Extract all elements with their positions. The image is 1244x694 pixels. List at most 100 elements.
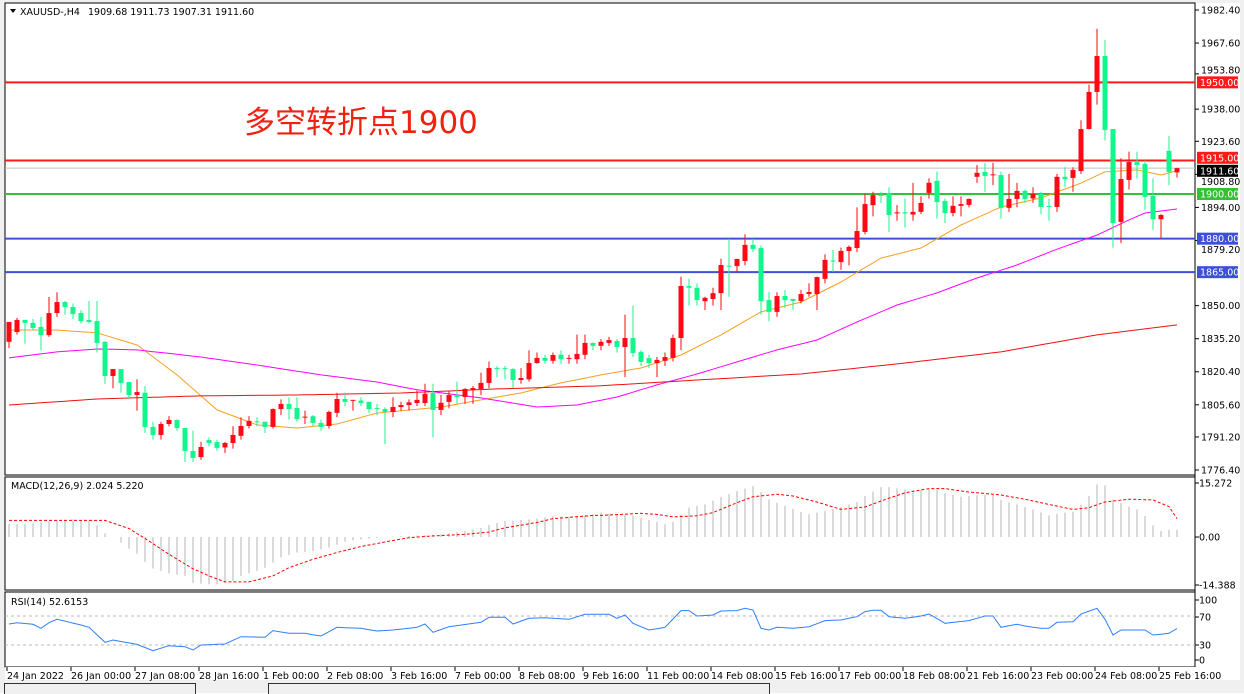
candle-body (102, 341, 108, 376)
rsi-panel[interactable] (4, 591, 1196, 668)
candle (598, 339, 604, 351)
candle-body (1118, 179, 1124, 222)
time-tick-label: 25 Feb 16:00 (1159, 671, 1221, 682)
candle-body (606, 340, 612, 343)
candle (438, 394, 444, 416)
price-tag (1197, 188, 1238, 200)
candle (590, 342, 596, 351)
time-tick-label: 1 Feb 00:00 (263, 671, 319, 682)
candle (822, 254, 828, 284)
collapse-triangle-icon[interactable] (10, 9, 16, 13)
candle (1054, 173, 1060, 212)
time-tick-label: 8 Feb 08:00 (519, 671, 575, 682)
candle (94, 301, 100, 353)
time-tick-label: 15 Feb 16:00 (775, 671, 837, 682)
candle-body (142, 392, 148, 427)
candle (574, 334, 580, 364)
candle-body (470, 388, 476, 391)
time-tick-label: 26 Jan 00:00 (71, 671, 131, 682)
price-tick-label: 1938.00 (1201, 105, 1240, 116)
candle (894, 205, 900, 221)
candle (966, 198, 972, 208)
candle (886, 187, 892, 232)
candle-body (254, 421, 260, 423)
candle (6, 321, 12, 349)
candle (78, 310, 84, 324)
candle-body (630, 338, 636, 353)
candle-body (718, 265, 724, 294)
candle (1078, 120, 1084, 174)
candle (518, 368, 524, 384)
candle-body (670, 338, 676, 358)
candle (950, 196, 956, 217)
candle-body (1062, 176, 1068, 180)
candle (702, 296, 708, 311)
candle (302, 410, 308, 424)
time-tick-label: 7 Feb 00:00 (455, 671, 511, 682)
chart-tab[interactable] (268, 683, 770, 694)
moving-average-fast (9, 169, 1178, 429)
candle-body (950, 205, 956, 213)
candle (710, 287, 716, 306)
candle (174, 419, 180, 431)
rsi-tick-label: 30 (1199, 641, 1211, 652)
candle (14, 317, 20, 335)
candle (878, 191, 884, 203)
candle (790, 298, 796, 311)
candle-body (942, 200, 948, 213)
price-tick-label: 1908.80 (1201, 177, 1240, 188)
candle-body (702, 297, 708, 302)
candle-body (22, 319, 28, 323)
time-tick-label: 17 Feb 00:00 (839, 671, 901, 682)
chart-tab[interactable] (4, 683, 196, 694)
candle-body (486, 367, 492, 383)
candle-body (958, 204, 964, 206)
rsi-tick-label: 0 (1199, 656, 1205, 667)
candle-body (166, 419, 172, 424)
candle-body (438, 402, 444, 410)
candle-body (6, 321, 12, 342)
candle-body (278, 403, 284, 410)
candle (958, 196, 964, 217)
candle (262, 421, 268, 433)
candle-body (358, 400, 364, 404)
candle-body (638, 351, 644, 362)
candle (134, 379, 140, 411)
candle-body (758, 248, 764, 302)
candle-body (398, 405, 404, 408)
candle (526, 350, 532, 382)
candle (1150, 178, 1156, 230)
candle (726, 238, 732, 297)
candle-body (310, 416, 316, 423)
price-axis (1195, 3, 1240, 680)
candle-body (414, 399, 420, 404)
candle-body (526, 363, 532, 380)
candle (622, 314, 628, 378)
candle-body (750, 244, 756, 249)
candle (110, 369, 116, 389)
candle (1134, 151, 1140, 179)
candle (382, 407, 388, 445)
candle (1142, 160, 1148, 210)
candle-body (478, 382, 484, 389)
candle (230, 426, 236, 449)
macd-panel[interactable] (4, 476, 1196, 591)
candle-body (566, 357, 572, 359)
candle-body (878, 194, 884, 196)
candle-body (462, 388, 468, 397)
candle-body (982, 171, 988, 176)
candle (206, 437, 212, 447)
candle (158, 421, 164, 440)
candle (1110, 129, 1116, 248)
candle-body (830, 260, 836, 262)
candle (430, 383, 436, 438)
candle-body (558, 354, 564, 360)
candle (582, 334, 588, 360)
candle-body (926, 182, 932, 193)
candle (1158, 214, 1164, 239)
candle (542, 354, 548, 364)
candle-body (582, 342, 588, 355)
candle (1094, 28, 1100, 105)
candle (118, 369, 124, 393)
